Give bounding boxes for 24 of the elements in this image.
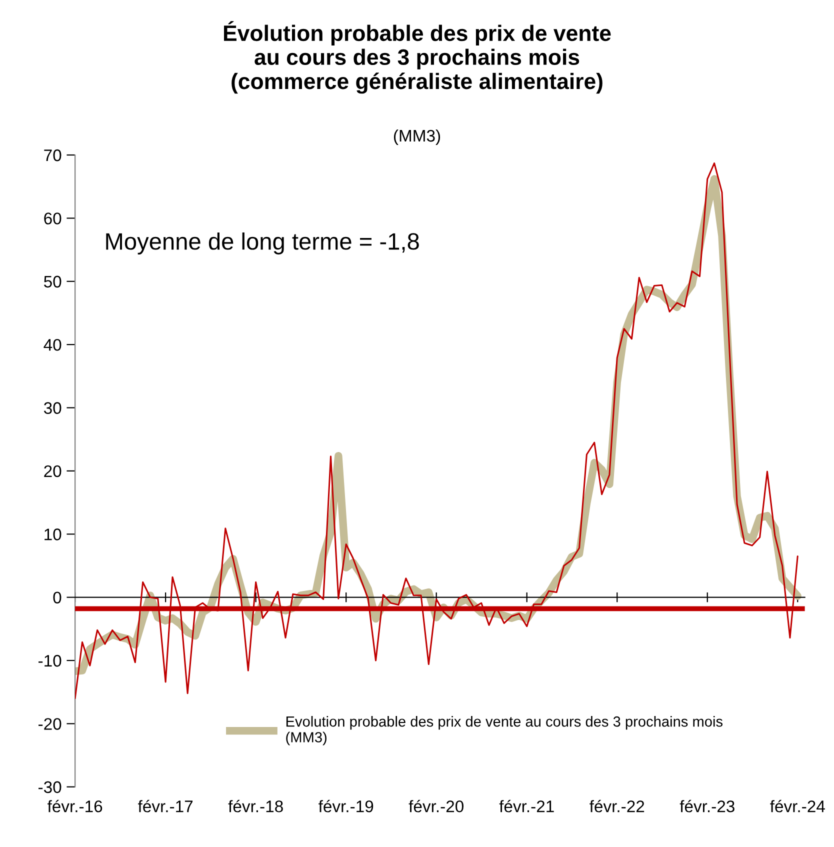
- y-tick-label: -30: [38, 781, 62, 794]
- legend-label: Evolution probable des prix de vente au cours des 3 prochains mois (MM3): [286, 716, 722, 746]
- y-tick-label: 10: [44, 528, 62, 540]
- y-tick-label: -20: [38, 718, 62, 730]
- x-tick-label: févr.-18: [228, 800, 283, 812]
- x-tick-label: févr.-24: [770, 800, 825, 812]
- x-tick-label: févr.-23: [680, 800, 734, 812]
- y-tick-label: 50: [44, 276, 62, 288]
- y-tick-label: 70: [44, 149, 62, 162]
- x-tick-label: févr.-22: [590, 800, 644, 812]
- y-tick-label: 20: [44, 465, 62, 478]
- chart-title: Évolution probable des prix de vente au cours des 3 prochains mois (commerce généraliste alimentaire): [224, 21, 611, 94]
- chart-subtitle: (MM3): [394, 129, 440, 145]
- y-tick-label: 30: [44, 402, 62, 414]
- x-tick-label: févr.-16: [48, 800, 102, 812]
- x-tick-label: févr.-20: [408, 800, 464, 812]
- y-tick-label: 40: [44, 338, 62, 351]
- x-tick-label: févr.-21: [499, 800, 554, 812]
- annotation: Moyenne de long terme = -1,8: [106, 232, 419, 254]
- y-tick-label: 60: [44, 212, 62, 224]
- x-tick-label: févr.-19: [318, 800, 374, 812]
- y-tick-label: -10: [38, 654, 62, 667]
- y-tick-label: 0: [53, 592, 62, 604]
- x-tick-label: févr.-17: [138, 800, 193, 812]
